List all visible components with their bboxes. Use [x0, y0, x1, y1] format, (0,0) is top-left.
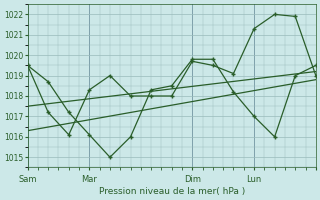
X-axis label: Pression niveau de la mer( hPa ): Pression niveau de la mer( hPa )	[99, 187, 245, 196]
